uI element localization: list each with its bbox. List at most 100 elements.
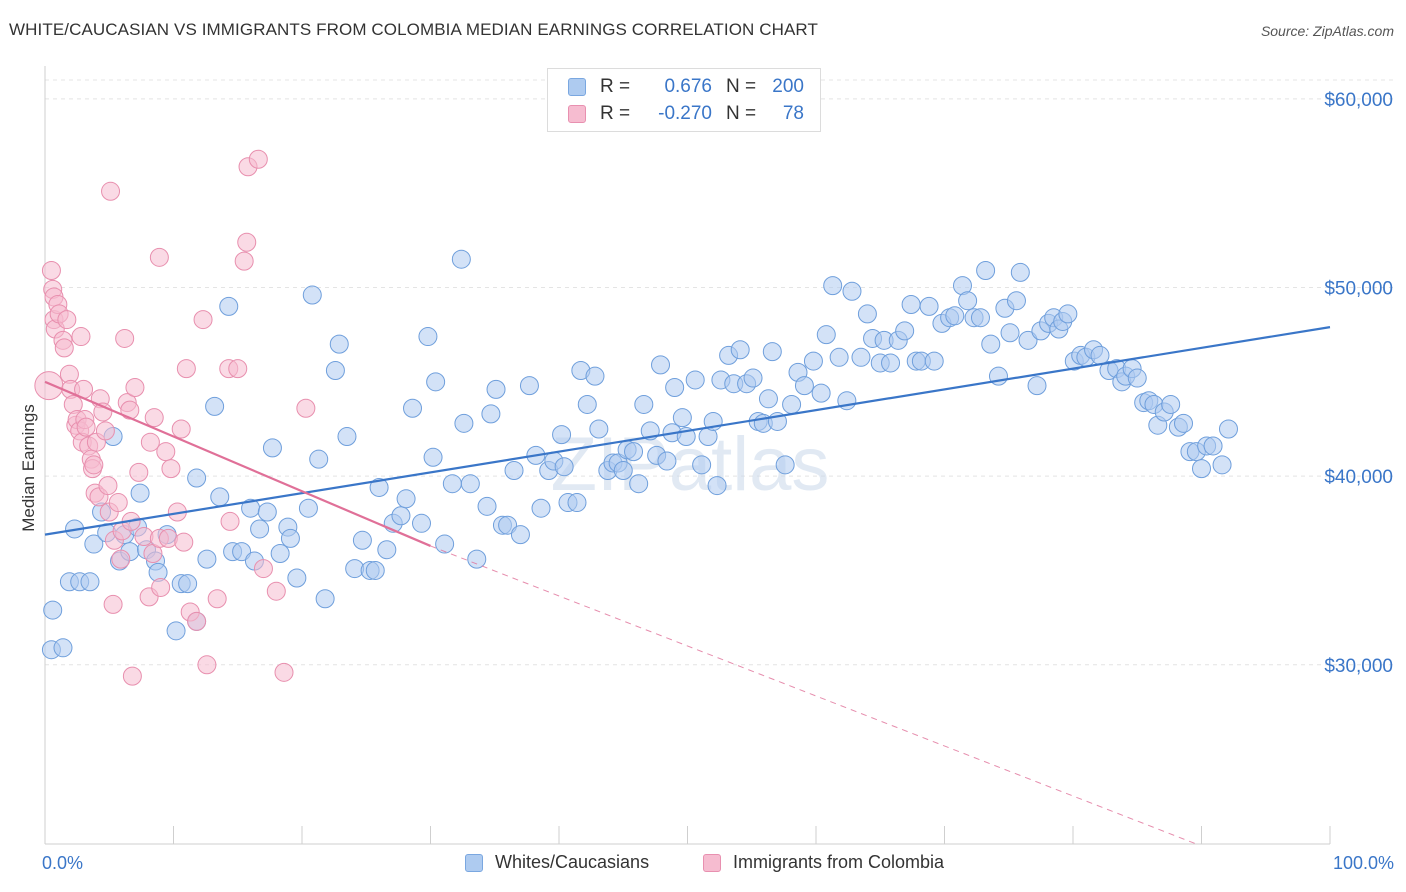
point-whites	[629, 474, 649, 494]
point-colombia	[41, 261, 61, 281]
point-whites	[981, 334, 1001, 354]
point-whites	[811, 383, 831, 403]
point-whites	[823, 276, 843, 296]
point-whites	[758, 389, 778, 409]
point-whites	[762, 342, 782, 362]
legend-swatch-blue	[465, 853, 483, 872]
point-whites	[454, 413, 474, 433]
point-whites	[257, 502, 277, 522]
legend-label-whites: Whites/Caucasians	[495, 852, 650, 872]
point-whites	[782, 394, 802, 414]
legend-r-label: R =	[600, 103, 631, 124]
point-whites	[232, 542, 252, 562]
point-whites	[895, 321, 915, 341]
point-whites	[1010, 262, 1030, 282]
point-whites	[775, 455, 795, 475]
point-colombia	[129, 462, 149, 482]
point-colombia	[234, 251, 254, 271]
point-colombia	[115, 328, 135, 348]
point-whites	[287, 568, 307, 588]
legend-row-whites: R = 0.676 N = 200	[568, 75, 804, 99]
point-whites	[219, 296, 239, 316]
point-whites	[1203, 436, 1223, 456]
point-colombia	[220, 511, 240, 531]
legend-r-value: 0.676	[664, 76, 712, 97]
point-whites	[803, 351, 823, 371]
point-colombia	[95, 421, 115, 441]
point-whites	[624, 442, 644, 462]
axis-labels: $30,000 $40,000 $50,000 $60,000 0.0% 100.0% Me…	[19, 90, 1394, 873]
y-axis-title: Median Earnings	[19, 404, 38, 532]
point-whites	[426, 372, 446, 392]
point-whites	[1127, 368, 1147, 388]
point-whites	[924, 351, 944, 371]
axes	[44, 66, 1331, 845]
point-whites	[451, 249, 471, 269]
legend-label-colombia: Immigrants from Colombia	[733, 852, 945, 872]
point-colombia	[101, 181, 121, 201]
point-whites	[692, 455, 712, 475]
point-colombia	[207, 589, 227, 609]
point-whites	[730, 340, 750, 360]
point-colombia	[174, 532, 194, 552]
point-colombia	[228, 359, 248, 379]
point-whites	[486, 379, 506, 399]
point-colombia	[237, 232, 257, 252]
point-whites	[205, 396, 225, 416]
point-whites	[665, 377, 685, 397]
point-colombia	[253, 559, 273, 579]
point-whites	[634, 394, 654, 414]
point-whites	[958, 291, 978, 311]
point-whites	[707, 476, 727, 496]
point-whites	[842, 281, 862, 301]
x-tick-label: 0.0%	[42, 853, 83, 873]
point-whites	[1161, 394, 1181, 414]
legend-n-value: 78	[782, 103, 804, 124]
point-whites	[498, 515, 518, 535]
point-colombia	[108, 493, 128, 513]
point-whites	[976, 261, 996, 281]
point-whites	[178, 574, 198, 594]
point-colombia	[156, 442, 176, 462]
point-whites	[1212, 455, 1232, 475]
point-whites	[403, 398, 423, 418]
legend-n-label: N =	[726, 103, 757, 124]
point-colombia	[197, 655, 217, 675]
point-whites	[166, 621, 186, 641]
trend-lines	[44, 326, 1331, 845]
point-whites	[418, 327, 438, 347]
point-whites	[685, 370, 705, 390]
point-whites	[53, 638, 73, 658]
y-tick-label: $40,000	[1324, 467, 1393, 488]
point-colombia	[187, 611, 207, 631]
point-whites	[250, 519, 270, 539]
correlation-legend: R = 0.676 N = 200 R = -0.270 N = 78	[547, 68, 821, 132]
legend-swatch-blue	[568, 78, 586, 96]
y-tick-label: $50,000	[1324, 279, 1393, 300]
point-whites	[396, 489, 416, 509]
point-whites	[672, 408, 692, 428]
point-whites	[477, 496, 497, 516]
point-whites	[851, 347, 871, 367]
point-whites	[365, 560, 385, 580]
legend-r-label: R =	[600, 76, 631, 97]
point-colombia	[76, 417, 96, 437]
point-colombia	[98, 476, 118, 496]
point-colombia	[151, 577, 171, 597]
point-whites	[651, 355, 671, 375]
point-colombia	[111, 549, 131, 569]
point-whites	[391, 506, 411, 526]
point-whites	[1000, 323, 1020, 343]
point-whites	[657, 451, 677, 471]
point-whites	[829, 347, 849, 367]
point-colombia	[171, 419, 191, 439]
point-whites	[210, 487, 230, 507]
point-whites	[945, 306, 965, 326]
point-colombia	[71, 327, 91, 347]
point-whites	[743, 368, 763, 388]
point-whites	[857, 304, 877, 324]
point-colombia	[140, 432, 160, 452]
point-whites	[585, 366, 605, 386]
point-whites	[519, 376, 539, 396]
